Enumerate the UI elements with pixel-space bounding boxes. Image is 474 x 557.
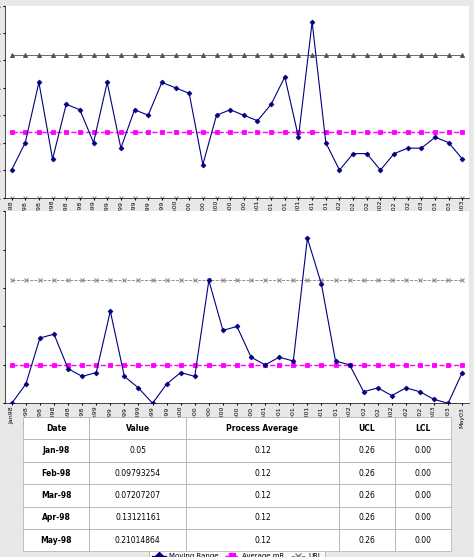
Legend: Value, Process Average, UCL, LCL: Value, Process Average, UCL, LCL: [141, 344, 333, 357]
Legend: Moving Range, Average mR, URL: Moving Range, Average mR, URL: [149, 550, 325, 557]
